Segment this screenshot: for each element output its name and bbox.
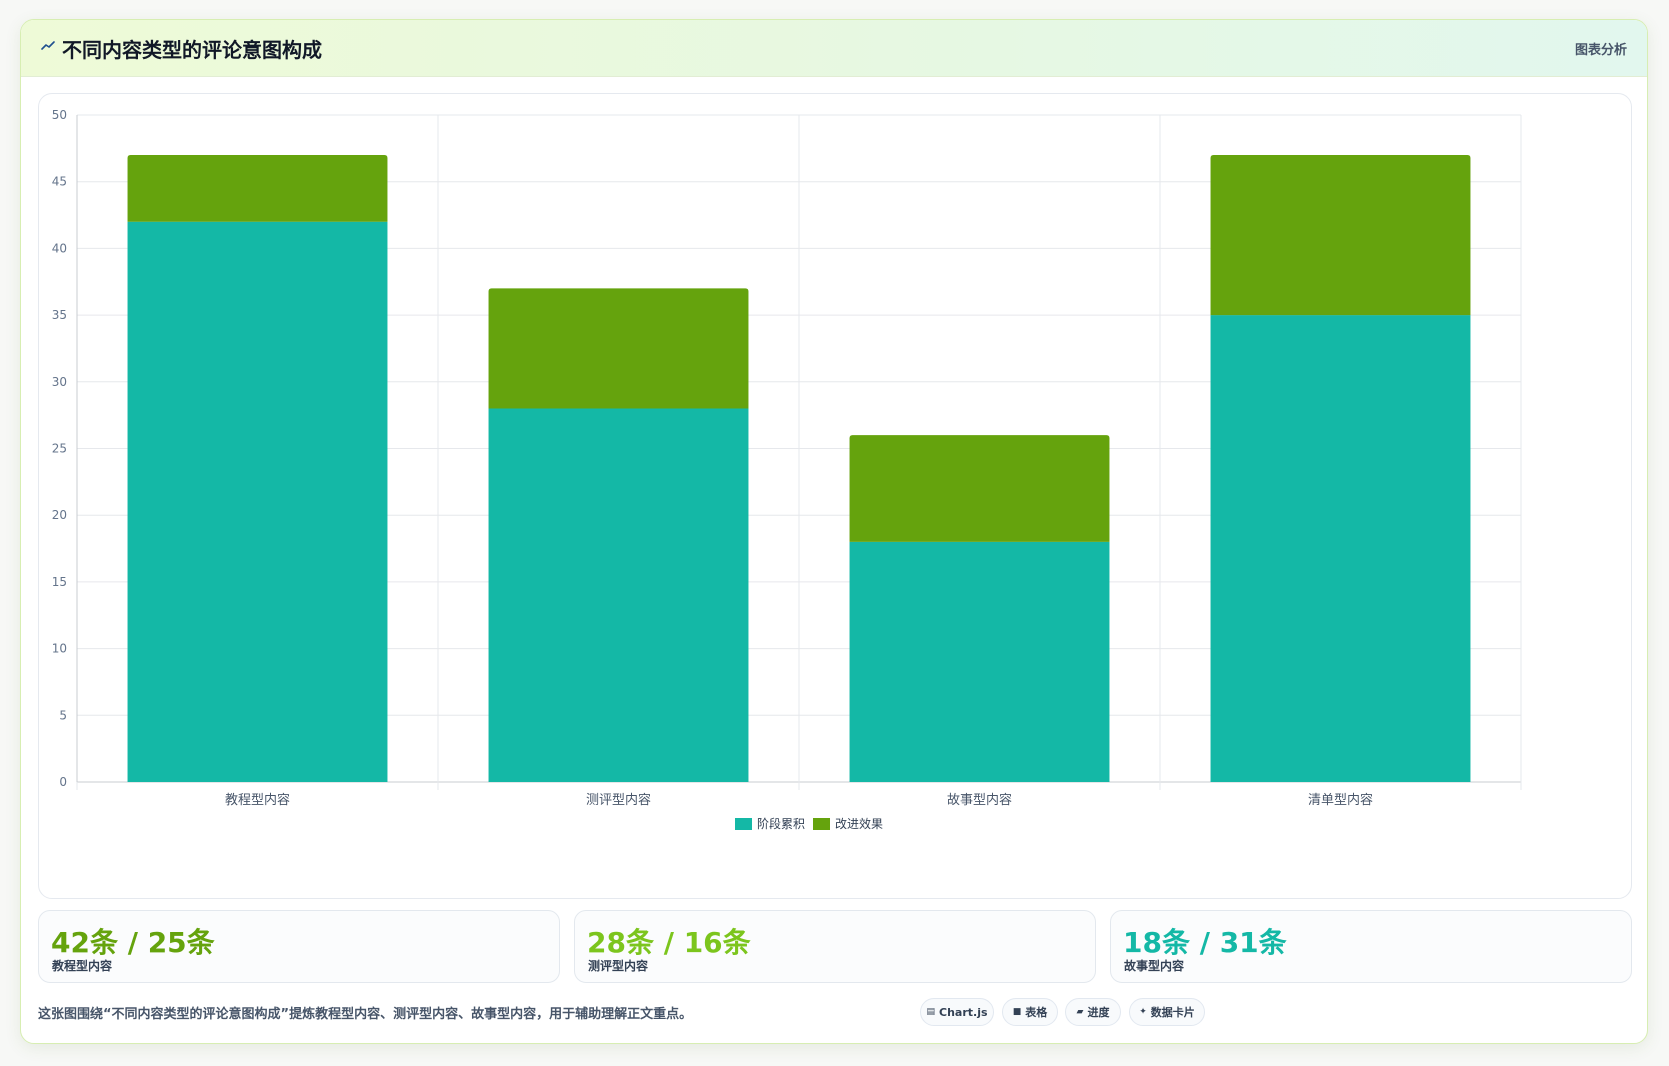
y-tick-label: 45 (52, 175, 67, 189)
chart-title: 不同内容类型的评论意图构成 (62, 38, 322, 62)
bar-segment (849, 435, 1110, 542)
y-tick-label: 35 (52, 308, 67, 322)
bar-segment (488, 408, 749, 782)
x-tick-label: 故事型内容 (947, 792, 1012, 808)
x-tick-label: 清单型内容 (1308, 792, 1373, 808)
stat-label: 故事型内容 (1124, 959, 1185, 973)
progress-icon: ▰ (1076, 1007, 1084, 1017)
sparkle-icon: ✦ (1139, 1007, 1147, 1017)
legend-swatch (735, 818, 752, 830)
bar-segment (127, 155, 388, 222)
trend-icon (41, 41, 55, 50)
y-tick-label: 25 (52, 442, 67, 456)
chart-card: 不同内容类型的评论意图构成 图表分析 0 5 10 15 20 25 30 35 40 45 50 教… (20, 19, 1648, 1044)
chart-panel: 0 5 10 15 20 25 30 35 40 45 50 教程型内容 测评型内容 故事型内容 清单型内容… (38, 93, 1632, 899)
x-tick-label: 测评型内容 (586, 792, 651, 808)
stat-value: 28条 / 16条 (587, 926, 751, 959)
chip-progress[interactable]: ▰ 进度 (1065, 998, 1121, 1026)
chip-label: Chart.js (939, 1005, 988, 1019)
stat-label: 测评型内容 (588, 959, 649, 973)
stat-card-story: 18条 / 31条 故事型内容 (1110, 910, 1632, 983)
stat-card-review: 28条 / 16条 测评型内容 (574, 910, 1096, 983)
bar-segment (127, 221, 388, 783)
card-header: 不同内容类型的评论意图构成 图表分析 (21, 20, 1647, 77)
y-tick-label: 15 (52, 575, 67, 589)
chip-data-card[interactable]: ✦ 数据卡片 (1129, 998, 1205, 1026)
y-tick-label: 0 (59, 775, 67, 789)
legend-swatch (813, 818, 830, 830)
legend-label: 阶段累积 (757, 816, 805, 831)
bar-segment (1210, 155, 1471, 316)
chart-icon: ▤ (926, 1007, 935, 1017)
chart-description: 这张图围绕“不同内容类型的评论意图构成”提炼教程型内容、测评型内容、故事型内容，… (38, 1007, 693, 1022)
y-tick-label: 20 (52, 508, 67, 522)
bar-segment (849, 541, 1110, 782)
stat-value: 18条 / 31条 (1123, 926, 1287, 959)
stat-card-tutorial: 42条 / 25条 教程型内容 (38, 910, 560, 983)
chart-analysis-link[interactable]: 图表分析 (1574, 43, 1627, 58)
stat-value: 42条 / 25条 (51, 926, 215, 959)
chip-table[interactable]: ■ 表格 (1002, 998, 1058, 1026)
table-icon: ■ (1012, 1007, 1022, 1017)
y-tick-label: 5 (59, 708, 67, 722)
legend-label: 改进效果 (835, 816, 883, 831)
stacked-bar-chart: 0 5 10 15 20 25 30 35 40 45 50 教程型内容 测评型内容 故事型内容 清单型内容… (52, 108, 1522, 831)
bar-segment (1210, 315, 1471, 782)
bar-segment (488, 288, 749, 409)
y-tick-label: 30 (52, 375, 67, 389)
chip-label: 表格 (1025, 1006, 1048, 1019)
x-tick-label: 教程型内容 (225, 792, 290, 808)
y-tick-label: 50 (52, 108, 67, 122)
y-tick-label: 40 (52, 241, 67, 255)
stat-label: 教程型内容 (52, 959, 113, 973)
chip-label: 进度 (1087, 1006, 1110, 1019)
chip-label: 数据卡片 (1150, 1006, 1195, 1019)
chip-chartjs[interactable]: ▤ Chart.js (920, 998, 994, 1026)
y-tick-label: 10 (52, 642, 67, 656)
